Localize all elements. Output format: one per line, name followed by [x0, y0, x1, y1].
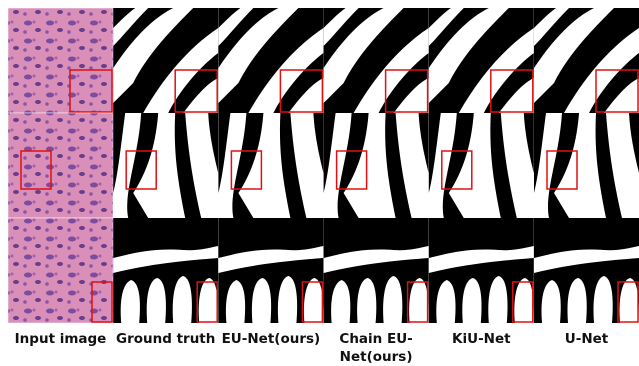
segmentation-mask [218, 8, 323, 113]
segmentation-mask [324, 113, 429, 218]
input-image [8, 113, 113, 218]
segmentation-mask [113, 113, 218, 218]
segmentation-mask [113, 218, 218, 323]
column-label: EU-Net(ours) [221, 330, 321, 348]
column-label: KiU-Net [431, 330, 531, 348]
page: (() => { const data = JSON.parse(documen… [0, 0, 639, 366]
column-label: Chain EU-Net(ours) [326, 330, 426, 366]
segmentation-mask [324, 8, 429, 113]
segmentation-mask [324, 218, 429, 323]
segmentation-mask [534, 113, 639, 218]
result-grid [0, 0, 639, 326]
segmentation-mask [218, 218, 323, 323]
segmentation-mask [429, 218, 534, 323]
column-label: Input image [11, 330, 111, 348]
input-image [8, 8, 113, 113]
column-label: Ground truth [116, 330, 216, 348]
segmentation-mask [429, 8, 534, 113]
segmentation-mask [113, 8, 218, 113]
segmentation-mask [429, 113, 534, 218]
column-label: U-Net [537, 330, 637, 348]
segmentation-mask [534, 218, 639, 323]
segmentation-mask [218, 113, 323, 218]
segmentation-mask [534, 8, 639, 113]
input-image [8, 218, 113, 323]
